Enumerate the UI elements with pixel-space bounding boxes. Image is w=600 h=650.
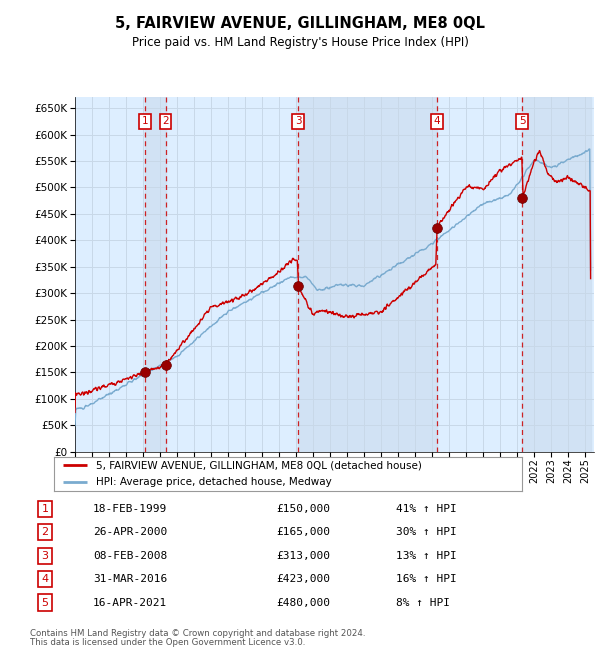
Text: 26-APR-2000: 26-APR-2000 xyxy=(93,527,167,538)
Text: £480,000: £480,000 xyxy=(276,597,330,608)
Text: 3: 3 xyxy=(41,551,49,561)
Text: 13% ↑ HPI: 13% ↑ HPI xyxy=(396,551,457,561)
Text: 5: 5 xyxy=(41,597,49,608)
Text: HPI: Average price, detached house, Medway: HPI: Average price, detached house, Medw… xyxy=(96,477,332,488)
Text: 30% ↑ HPI: 30% ↑ HPI xyxy=(396,527,457,538)
Text: 16-APR-2021: 16-APR-2021 xyxy=(93,597,167,608)
Bar xyxy=(145,98,166,452)
Text: Contains HM Land Registry data © Crown copyright and database right 2024.: Contains HM Land Registry data © Crown c… xyxy=(30,629,365,638)
Text: 31-MAR-2016: 31-MAR-2016 xyxy=(93,574,167,584)
Text: 8% ↑ HPI: 8% ↑ HPI xyxy=(396,597,450,608)
Text: 2: 2 xyxy=(162,116,169,126)
Text: £150,000: £150,000 xyxy=(276,504,330,514)
Text: £165,000: £165,000 xyxy=(276,527,330,538)
Text: 4: 4 xyxy=(433,116,440,126)
Text: This data is licensed under the Open Government Licence v3.0.: This data is licensed under the Open Gov… xyxy=(30,638,305,647)
Text: 41% ↑ HPI: 41% ↑ HPI xyxy=(396,504,457,514)
Text: £423,000: £423,000 xyxy=(276,574,330,584)
Text: 5, FAIRVIEW AVENUE, GILLINGHAM, ME8 0QL (detached house): 5, FAIRVIEW AVENUE, GILLINGHAM, ME8 0QL … xyxy=(96,460,422,471)
Text: 3: 3 xyxy=(295,116,301,126)
Bar xyxy=(523,98,590,452)
Bar xyxy=(298,98,437,452)
Text: 5, FAIRVIEW AVENUE, GILLINGHAM, ME8 0QL: 5, FAIRVIEW AVENUE, GILLINGHAM, ME8 0QL xyxy=(115,16,485,31)
Text: 1: 1 xyxy=(142,116,148,126)
Text: 2: 2 xyxy=(41,527,49,538)
Text: 1: 1 xyxy=(41,504,49,514)
Text: Price paid vs. HM Land Registry's House Price Index (HPI): Price paid vs. HM Land Registry's House … xyxy=(131,36,469,49)
Text: 18-FEB-1999: 18-FEB-1999 xyxy=(93,504,167,514)
Text: 4: 4 xyxy=(41,574,49,584)
Text: £313,000: £313,000 xyxy=(276,551,330,561)
Text: 08-FEB-2008: 08-FEB-2008 xyxy=(93,551,167,561)
Text: 16% ↑ HPI: 16% ↑ HPI xyxy=(396,574,457,584)
Text: 5: 5 xyxy=(519,116,526,126)
